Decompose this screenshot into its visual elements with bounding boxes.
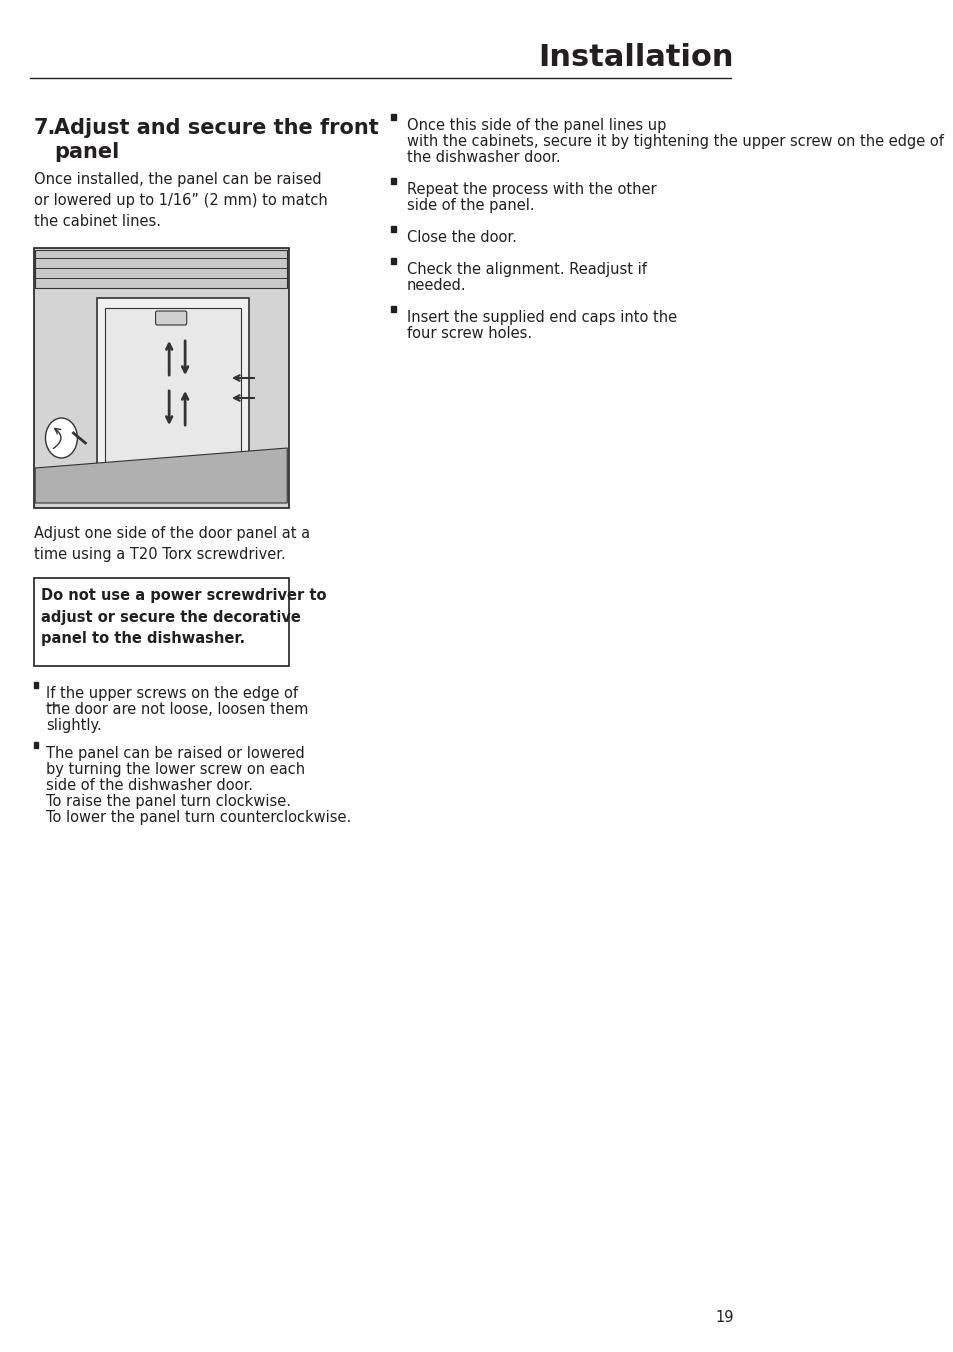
Text: Insert the supplied end caps into the: Insert the supplied end caps into the [407,310,677,324]
Text: To raise the panel turn clockwise.: To raise the panel turn clockwise. [47,794,291,808]
FancyBboxPatch shape [33,247,289,508]
Text: Check the alignment. Readjust if: Check the alignment. Readjust if [407,262,646,277]
Text: 7.: 7. [33,118,56,138]
Text: 19: 19 [715,1310,733,1325]
Bar [391,178,395,184]
Text: Installation: Installation [538,43,733,73]
Text: panel: panel [54,142,119,162]
Circle shape [46,418,77,458]
FancyBboxPatch shape [33,579,289,667]
FancyBboxPatch shape [155,311,187,324]
Bar [33,681,38,688]
Polygon shape [105,308,241,479]
Bar [391,258,395,264]
Text: Repeat the process with the other: Repeat the process with the other [407,183,656,197]
Text: Close the door.: Close the door. [407,230,517,245]
Polygon shape [97,297,249,488]
Text: Adjust and secure the front: Adjust and secure the front [54,118,378,138]
Text: four screw holes.: four screw holes. [407,326,532,341]
Text: side of the panel.: side of the panel. [407,197,534,214]
Text: slightly.: slightly. [47,718,102,733]
Bar [391,306,395,312]
Text: Do not use a power screwdriver to
adjust or secure the decorative
panel to the d: Do not use a power screwdriver to adjust… [41,588,327,646]
Text: If the upper screws on the edge of: If the upper screws on the edge of [47,685,298,700]
Polygon shape [35,448,287,503]
Text: To lower the panel turn counterclockwise.: To lower the panel turn counterclockwise… [47,810,351,825]
Text: Adjust one side of the door panel at a
time using a T20 Torx screwdriver.: Adjust one side of the door panel at a t… [33,526,310,562]
Text: the door are not loose, loosen them: the door are not loose, loosen them [47,702,309,717]
Text: needed.: needed. [407,279,466,293]
Text: the dishwasher door.: the dishwasher door. [407,150,560,165]
Polygon shape [35,250,287,288]
Text: with the cabinets, secure it by tightening the upper screw on the edge of: with the cabinets, secure it by tighteni… [407,134,943,149]
Text: Once this side of the panel lines up: Once this side of the panel lines up [407,118,665,132]
Text: Once installed, the panel can be raised
or lowered up to 1/16” (2 mm) to match
t: Once installed, the panel can be raised … [33,172,327,228]
Bar [391,226,395,233]
Text: The panel can be raised or lowered: The panel can be raised or lowered [47,746,305,761]
Text: by turning the lower screw on each: by turning the lower screw on each [47,763,305,777]
Bar [33,742,38,748]
Text: side of the dishwasher door.: side of the dishwasher door. [47,777,253,794]
Bar [391,114,395,120]
